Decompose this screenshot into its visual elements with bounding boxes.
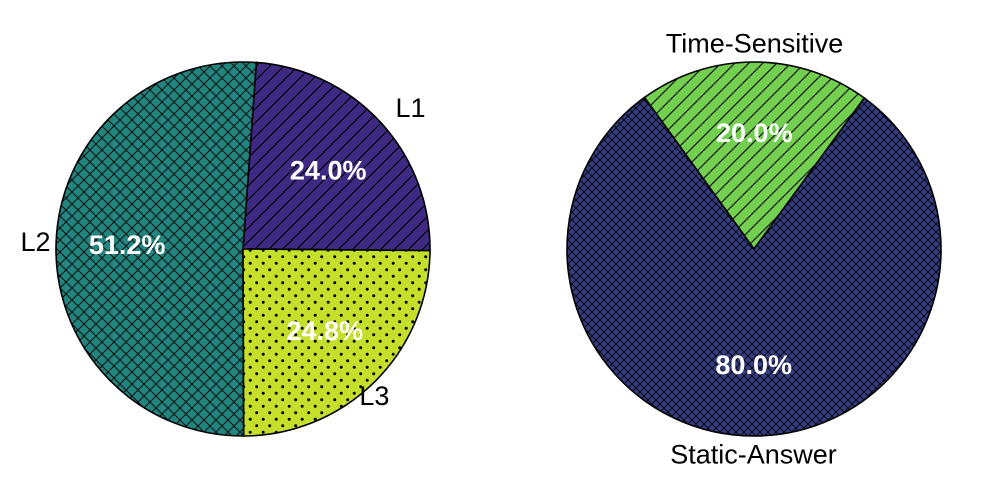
- pie-chart-levels: L1 24.0% L2 51.2% L3 24.8%: [20, 61, 431, 437]
- pie-chart-question-type: Time-Sensitive 20.0% Static-Answer 80.0%: [566, 28, 942, 470]
- slice-label-l2: L2: [20, 227, 50, 257]
- slice-label-l3: L3: [359, 381, 389, 411]
- slice-percent-time-sensitive: 20.0%: [716, 118, 793, 148]
- slice-percent-l2: 51.2%: [89, 230, 166, 260]
- slice-label-static-answer: Static-Answer: [670, 440, 837, 470]
- slice-percent-static-answer: 80.0%: [715, 350, 792, 380]
- pie-slice-hatch-l1: [242, 61, 431, 252]
- slice-label-time-sensitive: Time-Sensitive: [666, 28, 844, 58]
- pie-slice-hatch-l2: [55, 61, 258, 437]
- pie-slice-hatch-time-sensitive: [643, 61, 866, 251]
- slice-percent-l1: 24.0%: [290, 155, 367, 185]
- slice-percent-l3: 24.8%: [287, 316, 364, 346]
- slice-label-l1: L1: [396, 93, 426, 123]
- pie-slice-hatch-l3: [242, 248, 431, 437]
- pie-slice-hatch-static-answer: [566, 96, 942, 437]
